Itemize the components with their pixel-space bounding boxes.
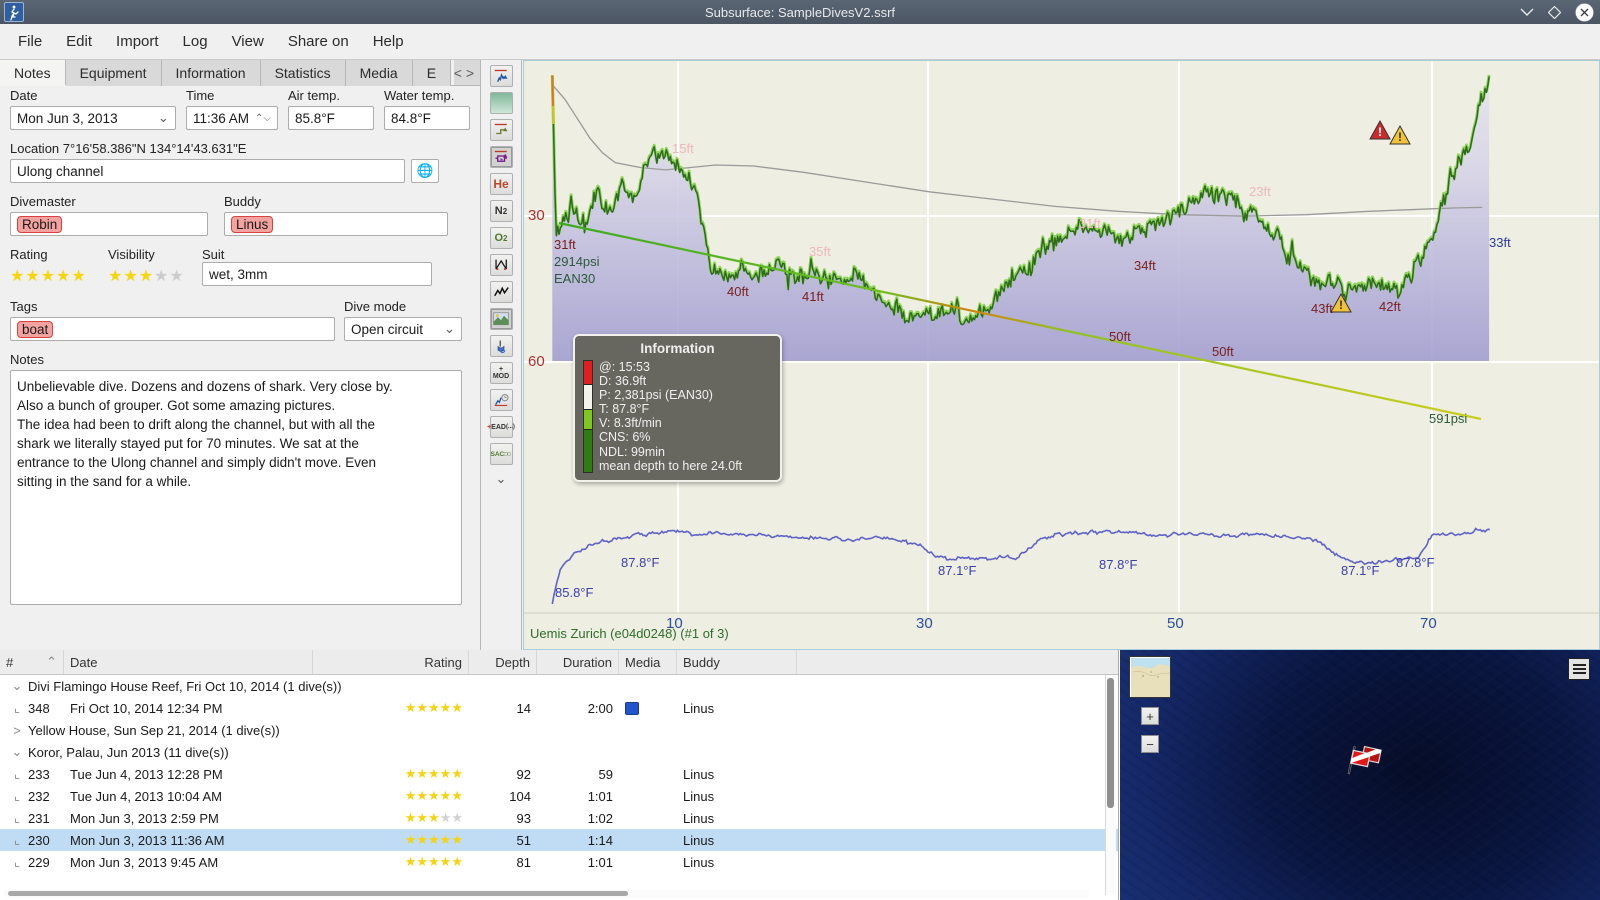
svg-text:43ft: 43ft [1311,301,1333,316]
svg-text:60: 60 [528,353,545,370]
svg-text:31ft: 31ft [1079,216,1101,231]
svg-text:87.8°F: 87.8°F [621,555,660,570]
svg-text:33ft: 33ft [1489,235,1511,250]
svg-text:Uemis Zurich (e04d0248) (#1 of: Uemis Zurich (e04d0248) (#1 of 3) [530,626,729,641]
svg-text:!: ! [1378,125,1382,139]
svg-text:30: 30 [916,615,933,632]
svg-text:87.1°F: 87.1°F [938,563,977,578]
svg-text:EAN30: EAN30 [554,271,595,286]
svg-text:34ft: 34ft [1134,258,1156,273]
svg-text:70: 70 [1420,615,1437,632]
svg-text:87.8°F: 87.8°F [1396,555,1435,570]
svg-text:87.1°F: 87.1°F [1341,563,1380,578]
svg-text:30: 30 [528,207,545,224]
svg-text:23ft: 23ft [1249,184,1271,199]
svg-text:35ft: 35ft [809,244,831,259]
svg-text:!: ! [1339,298,1343,312]
svg-text:50ft: 50ft [1109,329,1131,344]
svg-text:591psi: 591psi [1429,411,1467,426]
svg-text:50ft: 50ft [1212,344,1234,359]
svg-text:15ft: 15ft [672,141,694,156]
svg-text:42ft: 42ft [1379,299,1401,314]
svg-text:41ft: 41ft [802,289,824,304]
svg-text:87.8°F: 87.8°F [1099,557,1138,572]
svg-text:!: ! [1398,130,1402,144]
svg-text:85.8°F: 85.8°F [555,585,594,600]
svg-text:31ft: 31ft [554,237,576,252]
svg-text:2914psi: 2914psi [554,254,600,269]
svg-text:40ft: 40ft [727,284,749,299]
svg-text:50: 50 [1167,615,1184,632]
